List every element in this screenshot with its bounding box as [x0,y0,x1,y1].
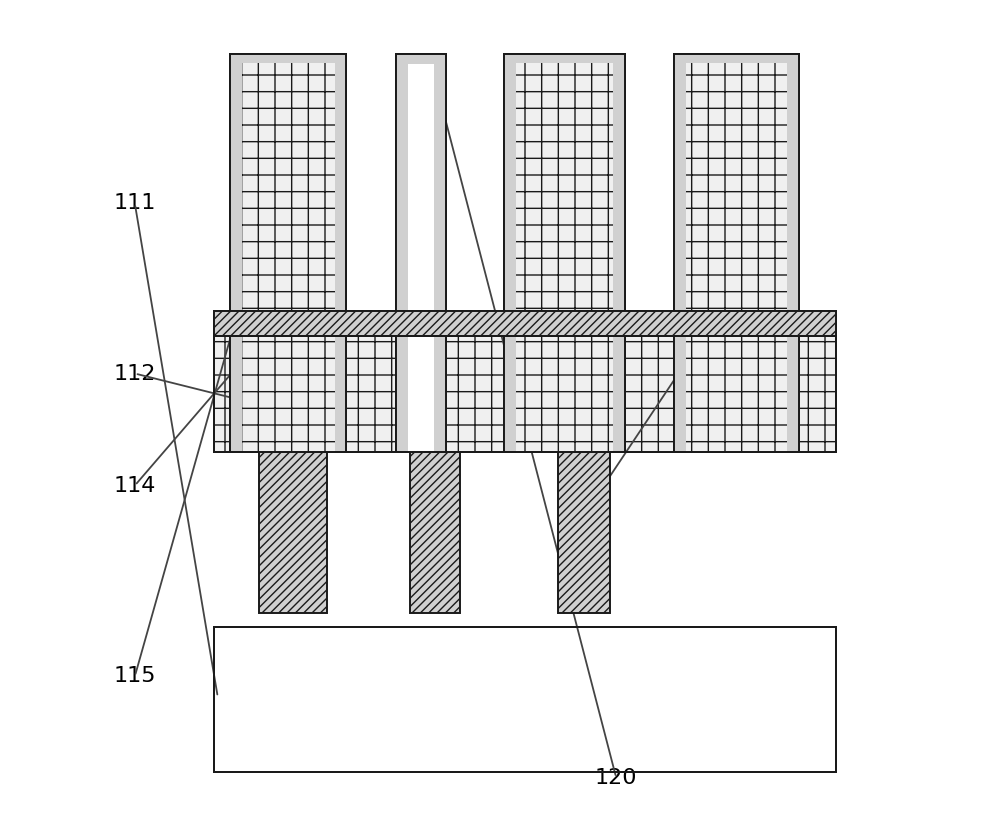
Bar [396,336,446,452]
Bar [230,336,346,452]
Bar [674,54,799,63]
Bar [674,54,799,311]
Bar [335,54,346,311]
Bar [230,336,242,452]
Text: 112: 112 [114,364,156,383]
Bar [230,54,242,311]
Text: 116: 116 [711,401,754,421]
Bar [230,54,346,311]
Bar [396,54,446,311]
Bar [558,452,610,613]
Bar [434,336,446,452]
Bar [787,54,799,311]
Text: 113: 113 [707,289,749,309]
Bar [504,54,516,311]
Bar [504,336,516,452]
Bar [214,627,836,772]
Bar [674,336,799,452]
Bar [613,54,624,311]
Bar [230,336,346,452]
Bar [259,452,327,613]
Bar [396,54,446,65]
Bar [214,311,836,336]
Text: 120: 120 [595,768,637,788]
Bar [674,54,799,311]
Text: 115: 115 [114,666,156,686]
Bar [434,54,446,311]
Bar [214,627,836,772]
Bar [674,54,686,311]
Bar [396,54,408,311]
Bar [613,336,624,452]
Bar [674,336,686,452]
Bar [504,54,624,311]
Bar [504,336,624,452]
Bar [214,336,836,452]
Bar [674,336,799,452]
Text: 114: 114 [114,476,156,496]
Bar [396,336,408,452]
Bar [230,54,346,63]
Bar [504,54,624,311]
Bar [410,452,460,613]
Bar [504,54,624,63]
Bar [396,54,446,311]
Text: 111: 111 [114,193,156,213]
Bar [230,54,346,311]
Bar [396,336,446,452]
Bar [335,336,346,452]
Bar [504,336,624,452]
Bar [214,336,836,452]
Bar [214,311,836,336]
Bar [787,336,799,452]
